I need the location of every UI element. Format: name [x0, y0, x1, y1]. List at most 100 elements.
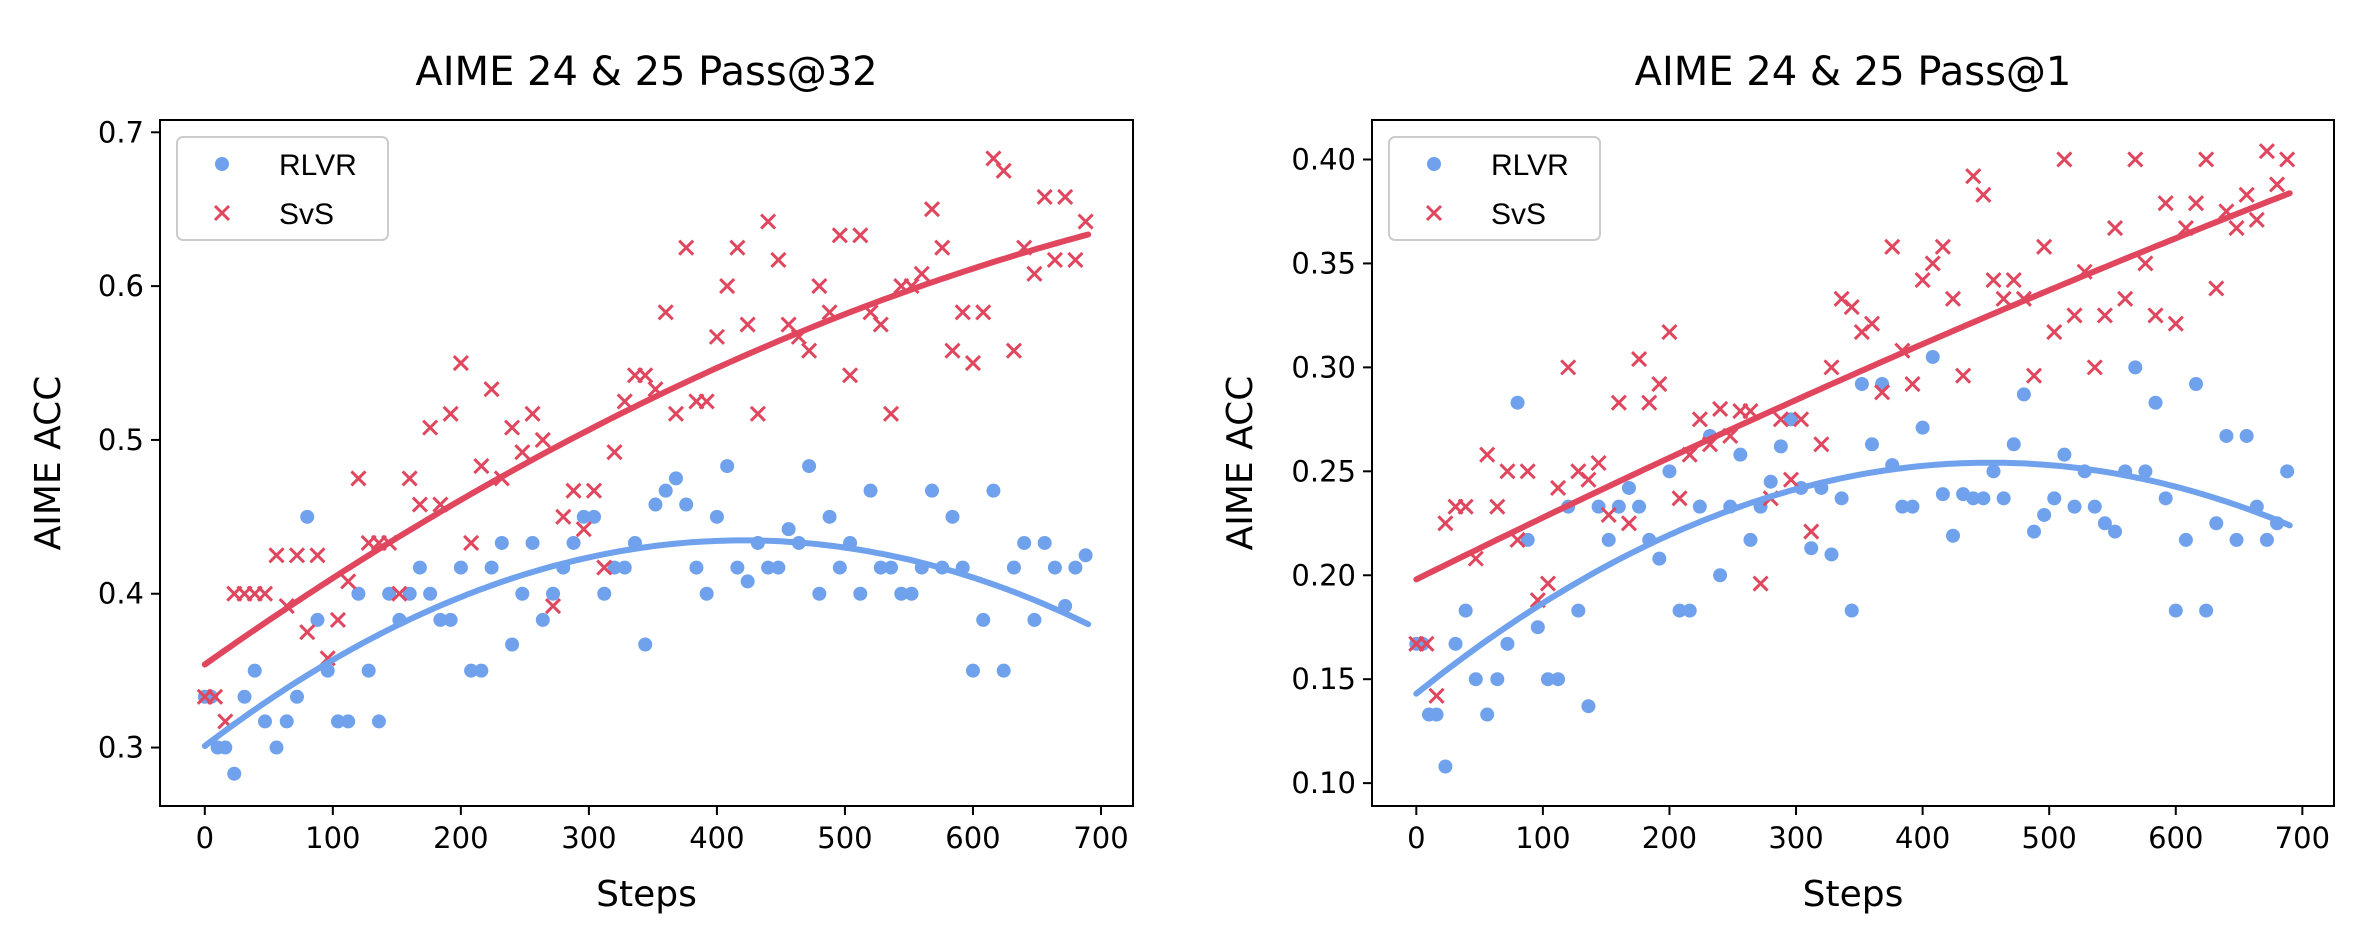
- data-point: [268, 547, 285, 564]
- y-tick-label: 0.6: [98, 269, 144, 303]
- data-point: [781, 522, 796, 537]
- y-tick-label: 0.25: [1291, 454, 1356, 488]
- data-point: [1631, 351, 1648, 368]
- data-point: [576, 509, 591, 524]
- data-point: [873, 560, 888, 575]
- data-point: [1783, 412, 1798, 427]
- data-point: [2268, 176, 2286, 193]
- data-point: [770, 251, 787, 269]
- data-point: [1500, 636, 1515, 651]
- legend-label-svs: SvS: [1491, 198, 1546, 231]
- data-point: [934, 239, 951, 256]
- data-point: [2208, 280, 2225, 297]
- data-point: [473, 458, 490, 475]
- data-point: [1580, 471, 1597, 488]
- data-point: [1935, 487, 1950, 502]
- data-point: [882, 405, 900, 422]
- data-point: [247, 663, 262, 678]
- legend-label-rlvr: RLVR: [1491, 149, 1569, 182]
- data-point: [1672, 603, 1687, 618]
- data-point: [1560, 359, 1577, 376]
- data-point: [730, 560, 745, 575]
- data-point: [411, 496, 428, 513]
- data-point: [484, 560, 499, 575]
- data-point: [1652, 551, 1667, 566]
- y-axis-label: AIME ACC: [1220, 376, 1261, 551]
- data-point: [1975, 186, 1992, 203]
- chart-title: AIME 24 & 25 Pass@32: [415, 49, 877, 95]
- legend-marker-svs: [1425, 204, 1443, 222]
- data-point: [1036, 188, 1053, 205]
- data-point: [463, 534, 480, 552]
- data-point: [1037, 535, 1052, 550]
- data-point: [2016, 387, 2031, 402]
- data-point: [1651, 375, 1668, 393]
- data-point: [218, 740, 233, 755]
- y-tick-label: 0.4: [98, 577, 144, 611]
- data-point: [1006, 560, 1021, 575]
- data-point: [2106, 220, 2124, 237]
- data-point: [894, 586, 909, 601]
- data-point: [2047, 491, 2062, 506]
- data-point: [1834, 491, 1849, 506]
- data-point: [2086, 359, 2103, 376]
- data-point: [1843, 299, 1860, 316]
- data-point: [423, 586, 438, 601]
- data-point: [1934, 238, 1951, 255]
- data-point: [2167, 315, 2184, 332]
- data-point: [709, 509, 724, 524]
- data-point: [2228, 220, 2245, 237]
- x-axis-label: Steps: [596, 874, 697, 915]
- series-svs: [1408, 143, 2296, 704]
- data-point: [2037, 507, 2052, 522]
- data-point: [2178, 532, 2193, 547]
- data-point: [1448, 636, 1463, 651]
- data-point: [1510, 395, 1525, 410]
- y-tick-label: 0.15: [1291, 662, 1356, 696]
- y-tick-label: 0.40: [1291, 142, 1356, 176]
- y-axis-label: AIME ACC: [28, 376, 69, 551]
- data-point: [361, 663, 376, 678]
- data-point: [504, 419, 521, 436]
- data-point: [657, 304, 674, 321]
- data-point: [1600, 506, 1617, 524]
- x-tick-label: 100: [1515, 821, 1570, 855]
- data-point: [2066, 307, 2083, 324]
- data-point: [2209, 516, 2224, 531]
- data-point: [1489, 498, 1506, 515]
- data-point: [1632, 499, 1647, 514]
- data-point: [422, 419, 439, 436]
- data-point: [740, 574, 755, 589]
- data-point: [256, 585, 274, 602]
- data-point: [401, 470, 418, 487]
- data-point: [2025, 367, 2043, 384]
- data-point: [1976, 491, 1991, 506]
- data-point: [1793, 411, 1810, 428]
- legend-box: [1388, 136, 1601, 241]
- data-point: [535, 612, 550, 627]
- data-point: [842, 367, 859, 384]
- data-point: [350, 470, 367, 487]
- x-tick-label: 400: [689, 821, 744, 855]
- data-point: [402, 586, 417, 601]
- data-point: [1429, 707, 1444, 722]
- data-point: [2036, 238, 2053, 255]
- data-point: [1581, 699, 1596, 714]
- data-point: [2137, 255, 2154, 272]
- data-point: [1046, 251, 1063, 269]
- y-tick-label: 0.5: [98, 423, 144, 457]
- data-point: [1895, 499, 1910, 514]
- data-point: [1067, 251, 1084, 269]
- data-point: [464, 663, 479, 678]
- y-tick-label: 0.30: [1291, 350, 1356, 384]
- data-point: [689, 560, 704, 575]
- data-point: [995, 162, 1012, 179]
- data-point: [1661, 323, 1678, 341]
- data-point: [310, 612, 325, 627]
- data-point: [832, 560, 847, 575]
- data-point: [1479, 446, 1496, 463]
- data-point: [678, 239, 695, 256]
- data-point: [329, 611, 347, 628]
- data-point: [1438, 759, 1453, 774]
